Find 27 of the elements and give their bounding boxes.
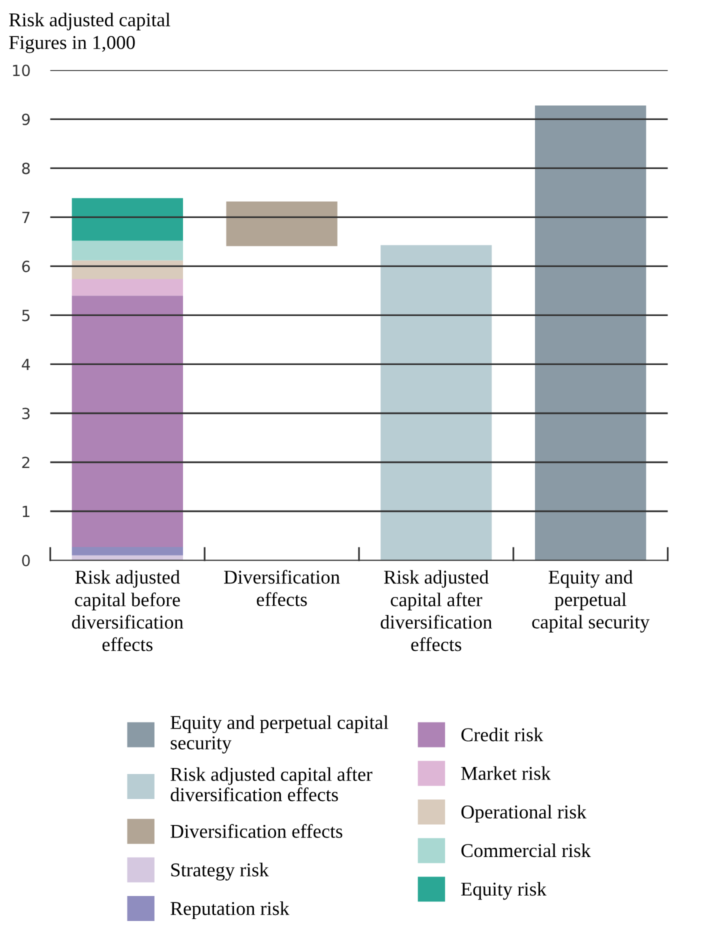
y-tick-label: 6	[22, 260, 30, 272]
chart-subtitle: Figures in 1,000	[9, 36, 135, 54]
chart-title: Risk adjusted capital	[9, 12, 170, 30]
legend-label: Reputation risk	[170, 901, 290, 920]
legend-label: Market risk	[461, 766, 551, 780]
y-tick-label: 0	[22, 554, 30, 566]
legend-label: Strategy risk	[171, 862, 269, 880]
y-tick-label: 10	[13, 64, 30, 76]
legend-label: Operational risk	[461, 804, 586, 822]
legend-label: Equity and perpetual capital security	[170, 715, 388, 754]
legend-label: Credit risk	[461, 728, 544, 742]
y-tick-label: 3	[22, 408, 30, 420]
legend-label: Risk adjusted capital after diversification effects	[170, 767, 372, 802]
y-tick-label: 4	[22, 358, 30, 370]
y-tick-label: 8	[22, 162, 30, 174]
y-tick-label: 1	[22, 506, 30, 518]
x-tick-label: Equity and perpetual capital security	[532, 570, 650, 633]
legend-label: Equity risk	[461, 882, 546, 900]
x-tick-label: Risk adjusted capital after diversification effects	[380, 570, 492, 652]
y-tick-label: 9	[22, 114, 30, 126]
y-tick-label: 2	[22, 456, 30, 468]
x-tick-label: Diversification effects	[224, 570, 340, 606]
legend-label: Commercial risk	[461, 843, 591, 858]
y-tick-label: 7	[22, 212, 30, 223]
y-tick-label: 5	[22, 310, 30, 322]
x-tick-label: Risk adjusted capital before diversification effects	[72, 570, 184, 652]
legend-label: Diversification effects	[170, 824, 342, 838]
